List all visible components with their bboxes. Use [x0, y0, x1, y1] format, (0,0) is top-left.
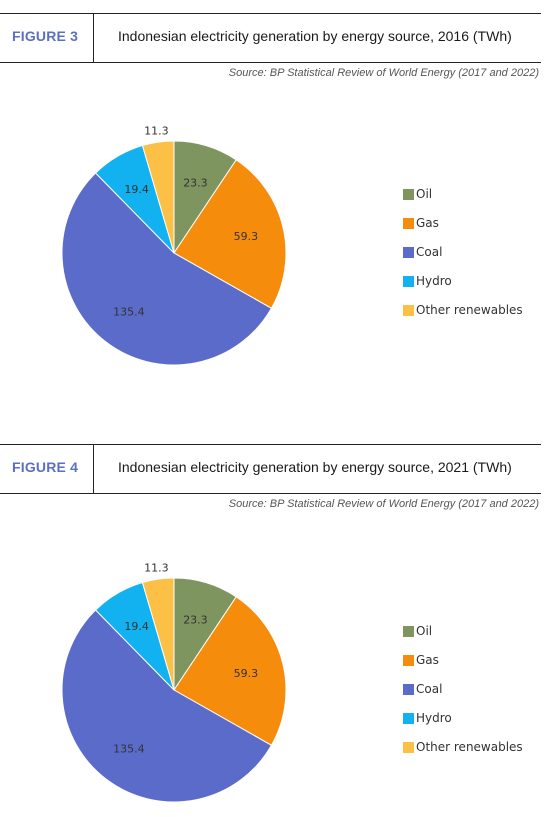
legend-label: Oil [416, 624, 433, 638]
figure-title: Indonesian electricity generation by ene… [118, 28, 512, 44]
figure-label: FIGURE 3 [12, 28, 79, 44]
figure-label: FIGURE 4 [12, 459, 79, 475]
pie-chart: 23.3 59.3 135.4 19.4 11.3 [61, 561, 287, 803]
legend-swatch [403, 247, 414, 258]
figure-header: FIGURE 4 Indonesian electricity generati… [0, 444, 541, 494]
header-divider [93, 14, 94, 62]
legend-label: Hydro [416, 274, 452, 288]
legend-swatch [403, 626, 414, 637]
legend-label: Coal [416, 682, 443, 696]
legend-label: Hydro [416, 711, 452, 725]
legend-label: Gas [416, 216, 439, 230]
legend-swatch [403, 189, 414, 200]
pie-slice-other-renewables [141, 140, 175, 254]
figure-title: Indonesian electricity generation by ene… [118, 459, 512, 475]
pie-slice-coal [61, 172, 273, 366]
data-label-coal: 135.4 [113, 743, 145, 756]
pie-slice-other-renewables [141, 577, 175, 691]
legend-label: Coal [416, 245, 443, 259]
figure-header: FIGURE 3 Indonesian electricity generati… [0, 13, 541, 63]
figure-source: Source: BP Statistical Review of World E… [228, 67, 539, 79]
data-label-coal: 135.4 [113, 306, 145, 319]
legend-swatch [403, 655, 414, 666]
pie-slice-gas [173, 596, 287, 746]
data-label-hydro: 19.4 [124, 620, 149, 633]
legend-swatch [403, 713, 414, 724]
data-label-gas: 59.3 [234, 230, 259, 243]
header-divider [93, 445, 94, 493]
data-label-oil: 23.3 [183, 613, 208, 626]
legend-label: Other renewables [416, 740, 523, 754]
data-label-other-renewables: 11.3 [144, 124, 169, 137]
legend-swatch [403, 276, 414, 287]
data-label-other-renewables: 11.3 [144, 561, 169, 574]
pie-slice-gas [173, 159, 287, 309]
figure-source: Source: BP Statistical Review of World E… [228, 498, 539, 510]
pie-slice-coal [61, 609, 273, 803]
figure-3: FIGURE 3 Indonesian electricity generati… [0, 13, 551, 403]
data-label-gas: 59.3 [234, 667, 259, 680]
data-label-oil: 23.3 [183, 176, 208, 189]
legend-label: Gas [416, 653, 439, 667]
legend-label: Oil [416, 187, 433, 201]
pie-chart: 23.3 59.3 135.4 19.4 11.3 [61, 124, 287, 366]
legend-swatch [403, 218, 414, 229]
figure-4: FIGURE 4 Indonesian electricity generati… [0, 444, 551, 817]
data-label-hydro: 19.4 [124, 183, 149, 196]
legend-swatch [403, 684, 414, 695]
legend-swatch [403, 305, 414, 316]
legend-swatch [403, 742, 414, 753]
legend-label: Other renewables [416, 303, 523, 317]
